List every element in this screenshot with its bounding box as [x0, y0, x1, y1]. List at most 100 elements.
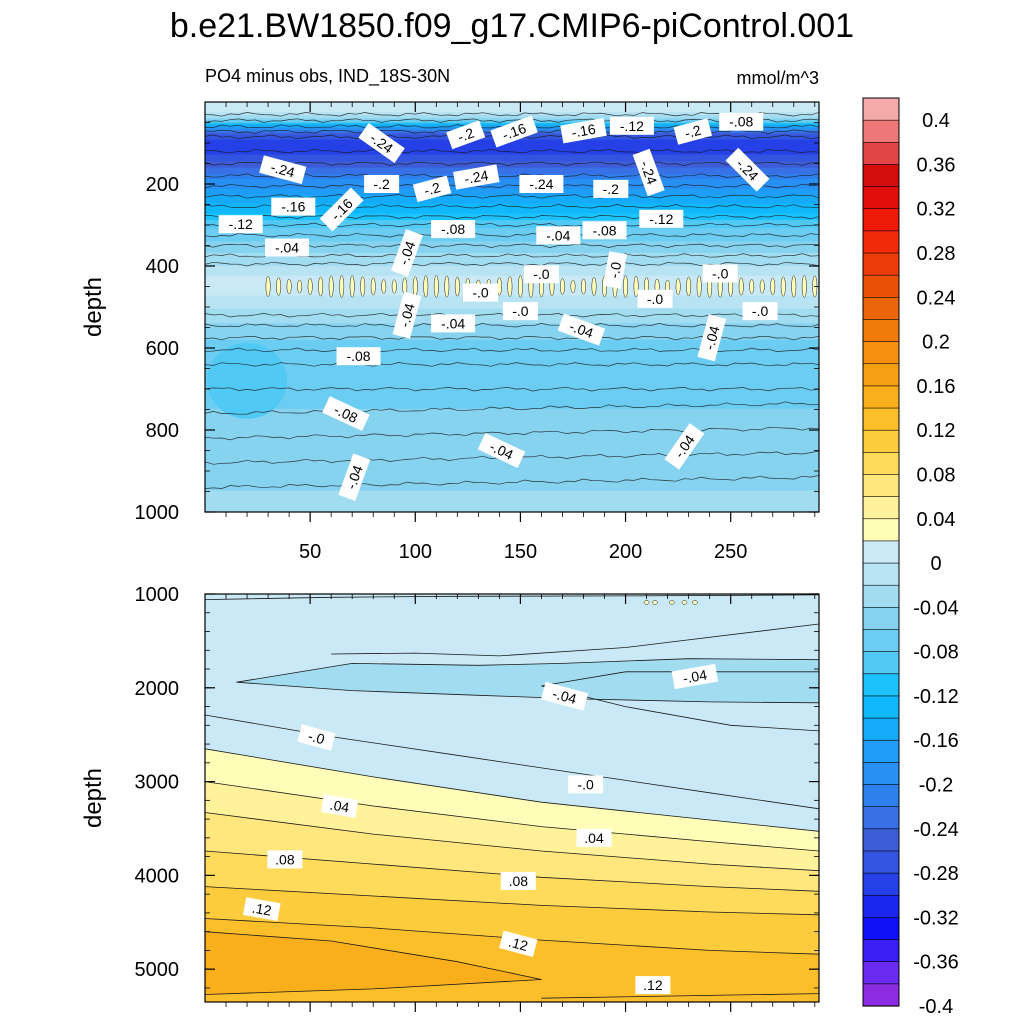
colorbar-box — [862, 607, 900, 631]
contour-label-text: -.0 — [647, 291, 664, 307]
upper-zero-blob — [770, 277, 776, 296]
contour-label-box — [582, 221, 627, 240]
upper-zero-blob — [318, 276, 324, 297]
contour-label: -.24 — [259, 155, 307, 185]
upper-band — [205, 231, 819, 234]
upper-band — [205, 384, 819, 387]
upper-zero-blob — [360, 276, 366, 297]
upper-band — [205, 108, 819, 111]
upper-band — [205, 367, 819, 370]
upper-band — [205, 434, 819, 438]
contour-label-box — [412, 175, 452, 203]
contour-label: -.0 — [702, 264, 738, 283]
upper-band — [205, 339, 819, 343]
contour-label-text: -.12 — [229, 216, 253, 232]
colorbar-box — [862, 363, 900, 387]
upper-panel-left-label: PO4 minus obs, IND_18S-30N — [205, 66, 450, 87]
upper-band — [205, 436, 819, 439]
upper-band — [205, 393, 819, 397]
upper-band — [205, 172, 819, 175]
colorbar-box — [862, 695, 900, 719]
contour-label: -.04 — [536, 226, 581, 245]
upper-band — [205, 200, 819, 203]
contour-label: .08 — [500, 872, 536, 890]
contour-label-box — [593, 179, 629, 198]
upper-band — [205, 192, 819, 195]
colorbar-tick-label: 0.2 — [922, 332, 950, 354]
upper-band — [205, 474, 819, 477]
contour-label: -.16 — [271, 197, 316, 216]
upper-zero-blob — [570, 280, 576, 293]
contour-label: -.12 — [639, 209, 684, 228]
contour-label-text: -.0 — [577, 776, 594, 792]
upper-band — [205, 326, 819, 329]
upper-band — [205, 262, 819, 265]
upper-contour-line — [205, 426, 819, 441]
lower-contour-line — [331, 623, 819, 657]
contour-label-box — [725, 147, 770, 192]
upper-band — [205, 110, 819, 113]
contour-label-text: -.0 — [306, 728, 326, 748]
contour-label: -.12 — [218, 215, 263, 234]
colorbar-box — [862, 961, 900, 985]
contour-label: -.04 — [390, 229, 423, 277]
contour-label: -.04 — [265, 238, 309, 257]
upper-band — [205, 352, 819, 356]
contour-label: .12 — [243, 897, 281, 922]
contour-label-box — [265, 238, 309, 257]
upper-band — [205, 492, 819, 495]
upper-band — [205, 331, 819, 334]
colorbar-tick-label: 0.28 — [917, 243, 956, 265]
upper-band — [205, 159, 819, 162]
colorbar-tick-label: -0.28 — [913, 863, 959, 885]
upper-band — [205, 256, 819, 259]
x-tick-label: 50 — [299, 541, 321, 563]
upper-band — [205, 471, 819, 474]
upper-band — [205, 420, 819, 423]
lower-contour-line — [541, 671, 819, 687]
upper-band — [205, 415, 819, 418]
upper-band — [205, 377, 819, 380]
lower-speck — [692, 600, 698, 605]
contour-label: -.04 — [671, 663, 719, 690]
upper-band — [205, 113, 819, 116]
colorbar-box — [862, 917, 900, 941]
upper-band — [205, 252, 819, 256]
contour-label-box — [358, 123, 405, 163]
upper-band — [205, 116, 819, 119]
colorbar-box — [862, 673, 900, 697]
upper-band — [205, 475, 819, 479]
upper-band — [205, 370, 819, 374]
contour-label-text: -.04 — [567, 318, 595, 341]
upper-zero-blob — [738, 277, 744, 296]
upper-band — [205, 479, 819, 482]
upper-zero-blob — [265, 276, 271, 297]
upper-band — [205, 275, 819, 279]
colorbar-box — [862, 164, 900, 188]
contour-label-text: -.24 — [637, 158, 660, 186]
upper-band — [205, 170, 819, 174]
contour-label-text: .12 — [251, 900, 273, 919]
upper-band — [205, 157, 819, 160]
upper-band — [205, 472, 819, 475]
contour-label-box — [609, 116, 654, 135]
contour-label-box — [557, 313, 606, 346]
lower-panel-axes: 1000 2000 3000 4000 5000 — [135, 584, 819, 1012]
y-tick-label: 4000 — [135, 865, 180, 887]
upper-band — [205, 211, 819, 215]
y-tick-label: 3000 — [135, 772, 180, 794]
upper-band — [205, 405, 819, 408]
upper-band — [205, 169, 819, 172]
contour-label-box — [500, 872, 536, 890]
upper-band — [205, 165, 819, 169]
upper-zero-blob — [759, 279, 765, 294]
upper-band — [205, 246, 819, 249]
contour-label-text: -.12 — [649, 211, 673, 227]
contour-label-box — [742, 302, 778, 321]
upper-zero-blob — [749, 279, 755, 294]
upper-band — [205, 497, 819, 500]
upper-zero-blob — [307, 278, 313, 295]
upper-band — [205, 111, 819, 115]
contour-label-box — [664, 423, 705, 470]
upper-band — [205, 247, 819, 251]
